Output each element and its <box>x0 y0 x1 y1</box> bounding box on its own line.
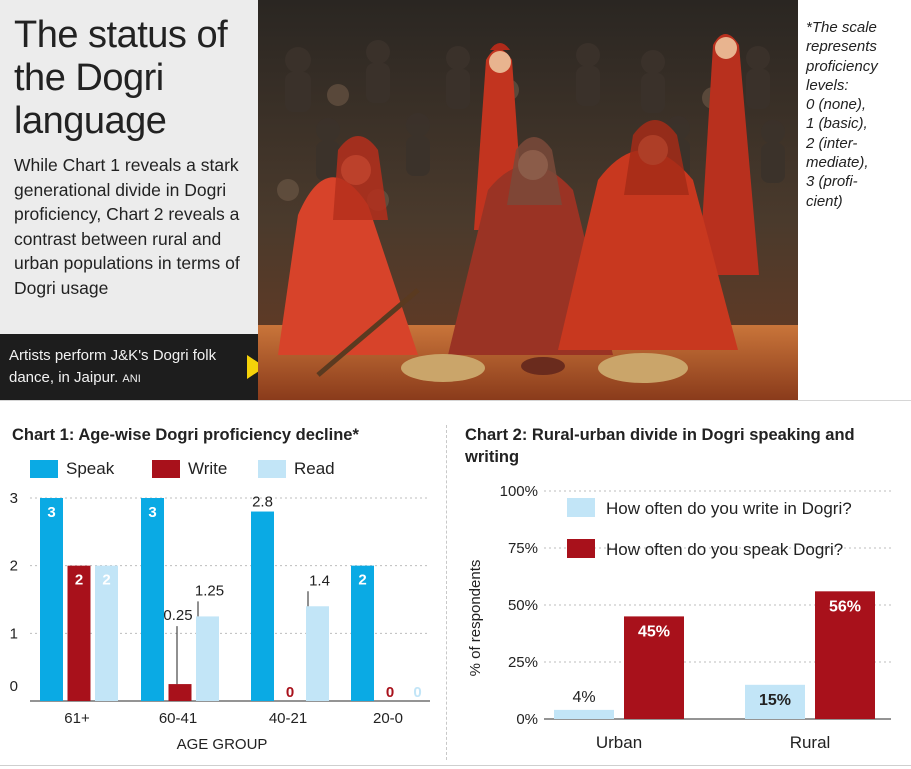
chart1-bar-speak <box>251 511 274 701</box>
chart2-bar-write <box>745 684 805 719</box>
chart1-x-axis-label: AGE GROUP <box>177 736 268 753</box>
chart2-legend-swatch <box>567 498 595 517</box>
scale-note-line: *The scale <box>806 19 877 36</box>
chart1-bar-speak <box>141 498 164 701</box>
scale-note-line: represents <box>806 38 877 56</box>
chart2-y-tick: 0% <box>516 711 538 728</box>
chart2-data-label: 56% <box>829 598 861 615</box>
chart2-data-label: 4% <box>572 689 595 706</box>
chart1-data-label: 3 <box>47 504 55 521</box>
chart2-y-tick: 25% <box>508 654 538 671</box>
section-divider <box>0 400 911 401</box>
lede-text: While Chart 1 reveals a stark generation… <box>14 155 240 298</box>
chart1-data-label: 3 <box>148 504 156 521</box>
chart1-y-tick: 2 <box>10 558 18 575</box>
chart1-data-label: 2 <box>358 572 366 589</box>
chart1-title: Chart 1: Age-wise Dogri proficiency decl… <box>12 426 359 444</box>
photo-credit: ANI <box>122 373 141 385</box>
photo-caption: Artists perform J&K's Dogri folk dance, … <box>9 345 245 390</box>
scale-note-line: levels: <box>806 76 849 94</box>
chart2-y-tick: 50% <box>508 597 538 614</box>
chart1-data-label: 0 <box>413 684 421 701</box>
chart2-plot: 0% 25% 50% 75% 100% % of respondents How often… <box>467 483 891 752</box>
page-title: The status of the Dogri language <box>14 14 228 142</box>
chart2-bar-speak <box>815 591 875 719</box>
chart1-bar-write <box>168 684 192 701</box>
chart1-data-label: 1.4 <box>309 572 330 589</box>
chart1-data-label: 2.8 <box>252 494 273 511</box>
chart2-y-tick: 100% <box>500 483 538 500</box>
chart1-x-tick: 61+ <box>64 710 90 727</box>
bottom-rule <box>0 765 911 766</box>
chart1-bar-read <box>306 606 329 701</box>
chart2-legend-label: How often do you speak Dogri? <box>606 540 843 559</box>
chart1-data-label: 2 <box>102 572 110 589</box>
photo-dancers-image <box>258 0 798 400</box>
chart1-x-tick: 40-21 <box>269 710 307 727</box>
chart2-data-label: 45% <box>638 623 670 640</box>
caption-text: Artists perform J&K's Dogri folk dance, … <box>9 347 217 386</box>
legend-swatch-read <box>258 460 286 478</box>
legend-label-read: Read <box>294 459 335 478</box>
chart2-legend-label: How often do you write in Dogri? <box>606 499 852 518</box>
chart1-bar-speak <box>40 498 63 701</box>
scale-note-line: cient) <box>806 192 843 210</box>
caption-box <box>0 334 258 400</box>
chart2-bar-write <box>554 709 614 719</box>
header-area: The status of the Dogri language While C… <box>0 0 908 400</box>
legend-swatch-speak <box>30 460 58 478</box>
legend-label-speak: Speak <box>66 459 115 478</box>
scale-note: *The scale represents proficiency levels… <box>806 18 908 211</box>
chart1-y-tick: 0 <box>10 678 18 695</box>
chart1-y-tick: 3 <box>10 490 18 507</box>
chart2-x-tick: Rural <box>790 733 831 752</box>
scale-note-line: 3 (profi- <box>806 173 858 191</box>
chart2-y-axis-label: % of respondents <box>467 560 484 677</box>
chart1-data-label: 0 <box>386 684 394 701</box>
chart2-title: Chart 2: Rural-urban divide in Dogri spe… <box>465 426 855 466</box>
scale-note-line: 0 (none), <box>806 96 867 114</box>
chart1-y-tick: 1 <box>10 625 18 642</box>
chart1-x-tick: 20-0 <box>373 710 403 727</box>
chart2-x-tick: Urban <box>596 733 642 752</box>
chart1-bar-read <box>196 616 219 701</box>
scale-note-line: 1 (basic), <box>806 115 868 133</box>
chart2-y-tick: 75% <box>508 540 538 557</box>
chart1-bar-speak <box>351 565 374 701</box>
chart1-data-label: 0 <box>286 684 294 701</box>
photo-illustration <box>258 0 798 400</box>
chart2-bar-speak <box>624 616 684 719</box>
legend-swatch-write <box>152 460 180 478</box>
scale-note-line: proficiency <box>806 57 878 75</box>
chart2-legend-swatch <box>567 539 595 558</box>
chart1-x-tick: 60-41 <box>159 710 197 727</box>
chart1-bar-write <box>67 565 91 701</box>
chart1-data-label: 0.25 <box>163 607 192 624</box>
chart-divider <box>446 425 447 760</box>
headline-panel: The status of the Dogri language While C… <box>0 0 258 334</box>
scale-note-line: mediate), <box>806 154 869 172</box>
chart1-data-label: 1.25 <box>195 582 224 599</box>
legend-label-write: Write <box>188 459 228 478</box>
scale-note-line: 2 (inter- <box>806 134 858 152</box>
chart2-data-label: 15% <box>759 692 791 709</box>
chart1-data-label: 2 <box>75 572 83 589</box>
chart1-bar-read <box>95 565 118 701</box>
